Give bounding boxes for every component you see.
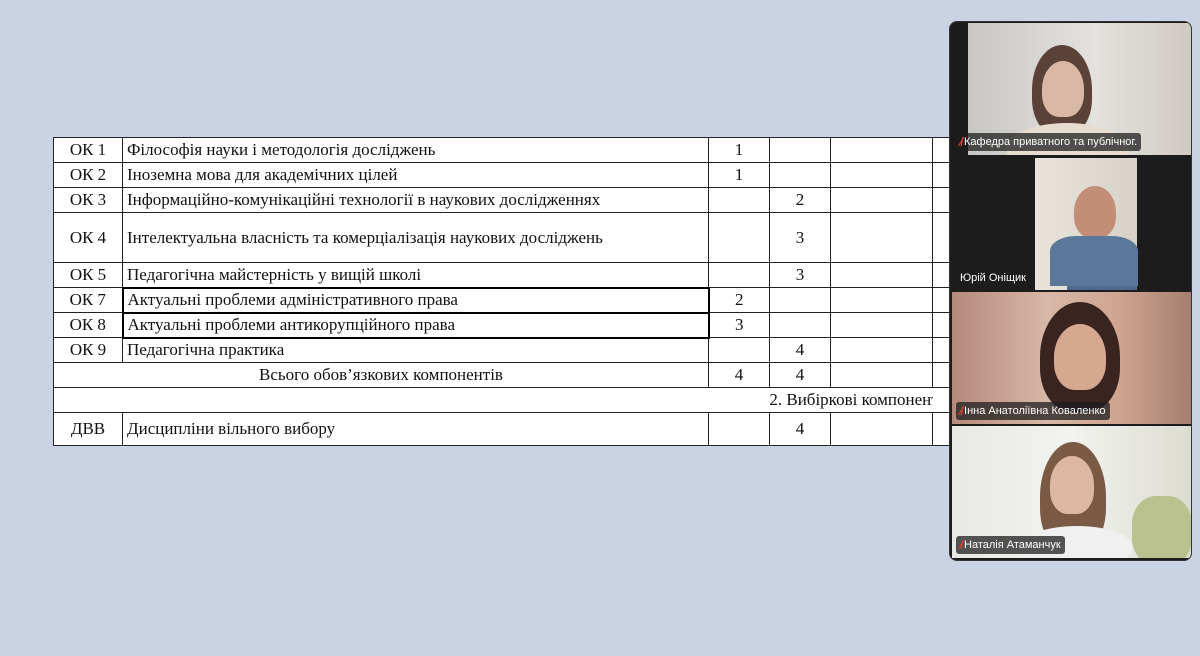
table-row: ОК 8 Актуальні проблеми антикорупційного … (53, 311, 950, 339)
participant-tile[interactable]: ⁄̸ Інна Анатоліївна Коваленко (952, 292, 1191, 424)
total-row: Всього обов’язкових компонентів 4 4 (53, 362, 950, 388)
shared-document: ОК 1 Філософія науки і методологія дослід… (53, 137, 950, 446)
table-row: ОК 1 Філософія науки і методологія дослід… (53, 137, 950, 163)
section-title: 2. Вибіркові компоненти ос (769, 390, 932, 409)
muted-mic-icon: ⁄̸ (960, 135, 963, 149)
table-row: ОК 2 Іноземна мова для академічних цілей 1 (53, 162, 950, 188)
participant-tile-active-speaker[interactable]: Юрій Оніщик (952, 158, 1191, 290)
participant-name-label: Юрій Оніщик (956, 270, 1030, 286)
table-row: ОК 9 Педагогічна практика 4 (53, 337, 950, 363)
table-row: ОК 5 Педагогічна майстерність у вищій шко… (53, 262, 950, 288)
participant-name-label: ⁄̸ Інна Анатоліївна Коваленко (956, 402, 1110, 420)
table-row: ДВВ Дисципліни вільного вибору 4 (53, 412, 950, 446)
participant-tile[interactable]: ⁄̸ Наталія Атаманчук (952, 426, 1191, 558)
table-row: ОК 4 Інтелектуальна власність та комерціа… (53, 212, 950, 263)
muted-mic-icon: ⁄̸ (960, 538, 963, 552)
section-row: 2. Вибіркові компоненти ос (53, 387, 950, 413)
table-row: ОК 7 Актуальні проблеми адміністративного… (53, 286, 950, 314)
participant-name-label: ⁄̸ Кафедра приватного та публічног. (956, 133, 1142, 151)
participant-name-label: ⁄̸ Наталія Атаманчук (956, 536, 1065, 554)
curriculum-table: ОК 1 Філософія науки і методологія дослід… (53, 137, 950, 446)
video-gallery-panel: ⁄̸ Кафедра приватного та публічног. Юрій … (949, 21, 1192, 561)
table-row: ОК 3 Інформаційно-комунікаційні технологі… (53, 187, 950, 213)
muted-mic-icon: ⁄̸ (960, 404, 963, 418)
participant-tile[interactable]: ⁄̸ Кафедра приватного та публічног. (952, 23, 1191, 155)
